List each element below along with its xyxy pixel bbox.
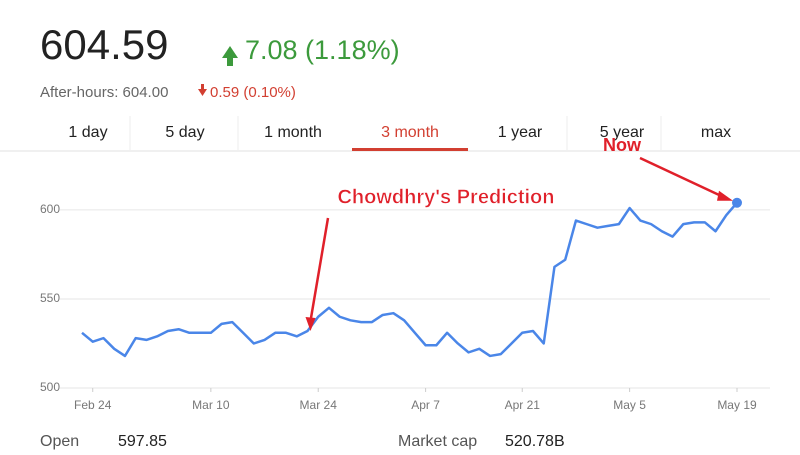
annotation-arrowhead bbox=[717, 190, 733, 201]
tab[interactable]: 5 day bbox=[165, 124, 204, 141]
tab[interactable]: 1 month bbox=[264, 124, 322, 141]
y-tick-label: 550 bbox=[40, 291, 60, 305]
annotation-arrow bbox=[639, 156, 726, 199]
x-tick-label: Apr 21 bbox=[505, 398, 541, 412]
annotation-arrow bbox=[309, 217, 330, 322]
annotation: Chowdhry's Prediction bbox=[337, 186, 554, 208]
price: 604.59 bbox=[40, 21, 168, 68]
annotation-arrowhead bbox=[305, 317, 316, 331]
x-tick-label: Feb 24 bbox=[74, 398, 112, 412]
stat-value: 520.78B bbox=[505, 433, 565, 450]
up-arrow bbox=[222, 46, 238, 66]
x-tick-label: Apr 7 bbox=[411, 398, 440, 412]
y-tick-label: 600 bbox=[40, 202, 60, 216]
y-tick-label: 500 bbox=[40, 380, 60, 394]
down-arrow bbox=[198, 84, 207, 96]
after-hours: After-hours: 604.00 bbox=[40, 84, 168, 101]
tab[interactable]: 3 month bbox=[381, 124, 439, 141]
x-tick-label: Mar 24 bbox=[300, 398, 338, 412]
price-change: 7.08 (1.18%) bbox=[245, 35, 400, 65]
tab[interactable]: 1 day bbox=[68, 124, 107, 141]
tab-underline bbox=[352, 148, 468, 151]
tab[interactable]: 5 year bbox=[600, 124, 645, 141]
tab[interactable]: 1 year bbox=[498, 124, 543, 141]
tab[interactable]: max bbox=[701, 124, 731, 141]
annotation: Now bbox=[603, 135, 642, 155]
stat-value: 597.85 bbox=[118, 433, 167, 450]
after-hours-change: 0.59 (0.10%) bbox=[210, 84, 296, 101]
x-tick-label: Mar 10 bbox=[192, 398, 230, 412]
price-line bbox=[81, 201, 738, 358]
current-point bbox=[732, 197, 742, 208]
stat-label: Market cap bbox=[398, 433, 477, 450]
stat-label: Open bbox=[40, 433, 79, 450]
x-tick-label: May 5 bbox=[613, 398, 646, 412]
x-tick-label: May 19 bbox=[717, 398, 757, 412]
